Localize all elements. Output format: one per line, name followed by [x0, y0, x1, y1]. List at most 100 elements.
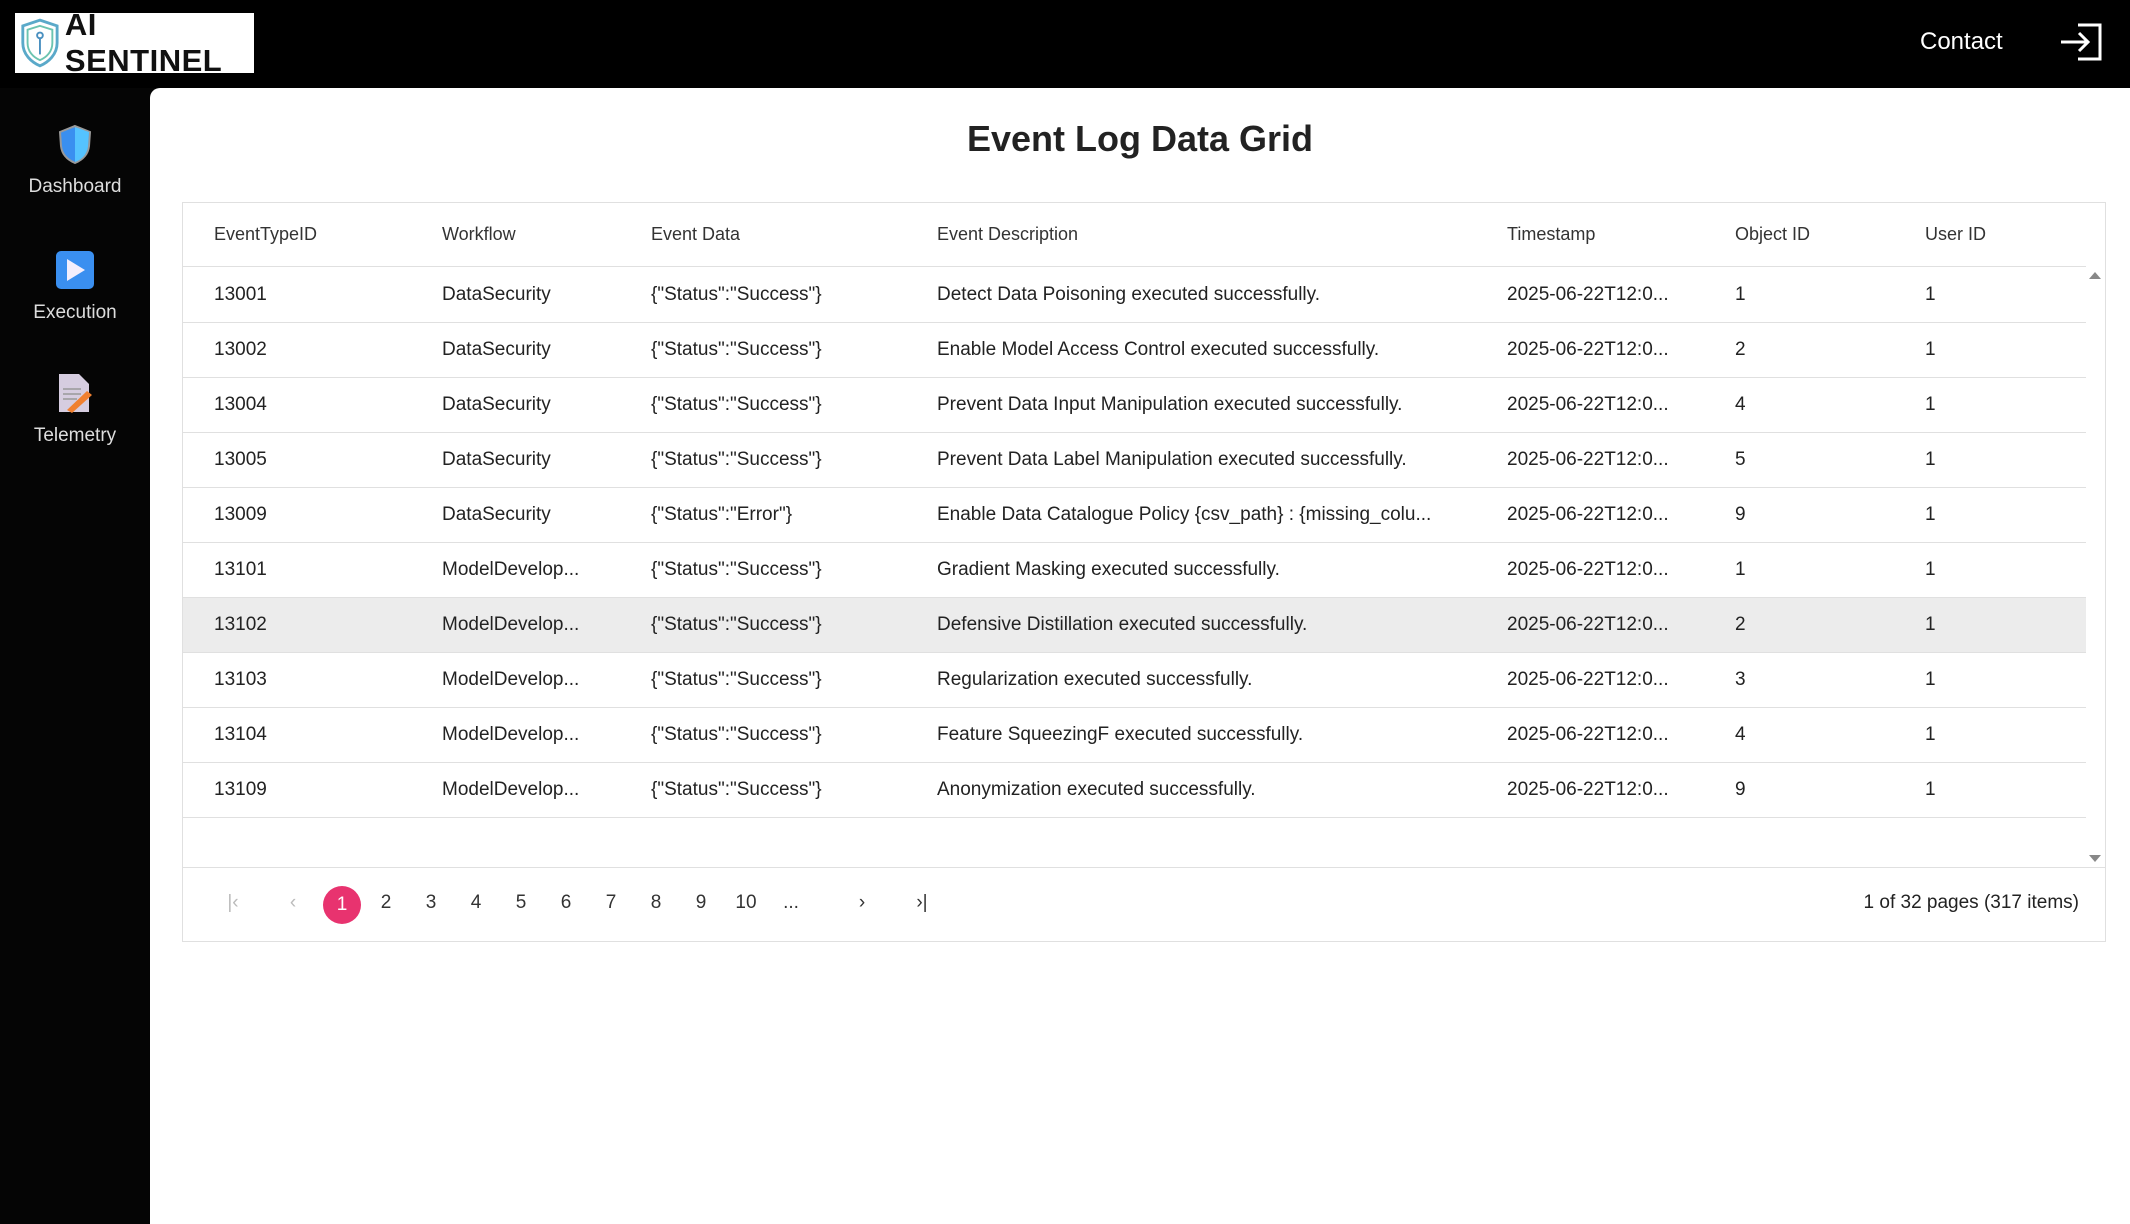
- page-title: Event Log Data Grid: [966, 118, 1314, 159]
- table-cell: 1: [1925, 614, 1936, 635]
- table-cell: Gradient Masking executed successfully.: [937, 559, 1280, 580]
- table-cell: ModelDevelop...: [442, 614, 580, 635]
- column-header-user-id[interactable]: User ID: [1925, 224, 1987, 244]
- sidebar-item-label: Dashboard: [28, 176, 122, 197]
- table-cell: 1: [1925, 339, 1936, 360]
- column-header-event-data[interactable]: Event Data: [651, 224, 741, 244]
- logo-text: AI SENTINEL: [64, 7, 223, 78]
- table-cell: {"Status":"Success"}: [651, 339, 822, 360]
- table-cell: 2025-06-22T12:0...: [1507, 669, 1669, 690]
- table-row[interactable]: 13005 DataSecurity {"Status":"Success"} Pre…: [183, 433, 2086, 488]
- page-button[interactable]: 9: [695, 892, 707, 913]
- table-cell: {"Status":"Success"}: [651, 614, 822, 635]
- shield-icon: [58, 124, 92, 164]
- contact-link[interactable]: Contact: [1920, 28, 2003, 55]
- table-cell: 9: [1735, 504, 1746, 525]
- next-page-button[interactable]: ›: [858, 892, 866, 913]
- page-button[interactable]: 10: [735, 892, 757, 913]
- sidebar-item-dashboard[interactable]: Dashboard: [0, 124, 150, 198]
- table-cell: 13109: [214, 779, 267, 800]
- table-cell: DataSecurity: [442, 284, 551, 305]
- table-cell: 13103: [214, 669, 267, 690]
- table-cell: 2025-06-22T12:0...: [1507, 339, 1669, 360]
- table-row[interactable]: 13104 ModelDevelop... {"Status":"Success"}…: [183, 708, 2086, 763]
- top-bar: AI SENTINEL Contact: [0, 0, 2130, 88]
- table-cell: 2025-06-22T12:0...: [1507, 614, 1669, 635]
- table-cell: Prevent Data Label Manipulation executed…: [937, 449, 1407, 470]
- table-row[interactable]: 13004 DataSecurity {"Status":"Success"} Pre…: [183, 378, 2086, 433]
- page-button[interactable]: 3: [425, 892, 437, 913]
- column-header-object-id[interactable]: Object ID: [1735, 224, 1811, 244]
- sidebar: Dashboard Execution Telemetry: [0, 88, 150, 1224]
- page-button[interactable]: 7: [605, 892, 617, 913]
- table-cell: 1: [1735, 284, 1746, 305]
- last-page-button[interactable]: ›|: [916, 892, 928, 913]
- play-icon: [56, 251, 94, 289]
- table-cell: ModelDevelop...: [442, 724, 580, 745]
- table-cell: 1: [1925, 394, 1936, 415]
- table-cell: 13001: [214, 284, 267, 305]
- table-cell: 2025-06-22T12:0...: [1507, 779, 1669, 800]
- table-cell: 1: [1925, 779, 1936, 800]
- table-cell: 1: [1925, 559, 1936, 580]
- page-button[interactable]: 2: [380, 892, 392, 913]
- column-header-timestamp[interactable]: Timestamp: [1507, 224, 1596, 244]
- table-row[interactable]: 13002 DataSecurity {"Status":"Success"} Ena…: [183, 323, 2086, 378]
- table-cell: 13101: [214, 559, 267, 580]
- login-icon[interactable]: [2058, 22, 2104, 62]
- pager: |‹ ‹ 1 2 3 4 5 6 7 8 9 10... › ›| 1 of 32 pages (…: [183, 867, 2105, 942]
- sidebar-item-label: Execution: [33, 302, 117, 323]
- table-cell: 1: [1925, 504, 1936, 525]
- table-row[interactable]: 13109 ModelDevelop... {"Status":"Success"}…: [183, 763, 2086, 818]
- column-header-event-description[interactable]: Event Description: [937, 224, 1079, 244]
- table-cell: 13002: [214, 339, 267, 360]
- table-cell: {"Status":"Success"}: [651, 559, 822, 580]
- table-cell: 13102: [214, 614, 267, 635]
- table-cell: {"Status":"Success"}: [651, 284, 822, 305]
- table-cell: Enable Data Catalogue Policy {csv_path} …: [937, 504, 1432, 525]
- sidebar-item-telemetry[interactable]: Telemetry: [0, 373, 150, 447]
- column-header-eventtypeid[interactable]: EventTypeID: [214, 224, 318, 244]
- table-row[interactable]: 13009 DataSecurity {"Status":"Error"} Enabl…: [183, 488, 2086, 543]
- table-cell: {"Status":"Success"}: [651, 394, 822, 415]
- table-cell: 2: [1735, 339, 1746, 360]
- main-content: Event Log Data Grid EventTypeID Workflow…: [150, 88, 2130, 1224]
- table-cell: {"Status":"Success"}: [651, 669, 822, 690]
- table-cell: 9: [1735, 779, 1746, 800]
- page-button[interactable]: 8: [650, 892, 662, 913]
- shield-circuit-logo-icon: [21, 18, 59, 68]
- prev-page-button[interactable]: ‹: [289, 892, 297, 913]
- table-cell: DataSecurity: [442, 449, 551, 470]
- logo[interactable]: AI SENTINEL: [15, 7, 254, 78]
- sidebar-item-label: Telemetry: [33, 425, 117, 446]
- table-row[interactable]: 13103 ModelDevelop... {"Status":"Success"}…: [183, 653, 2086, 708]
- sidebar-item-execution[interactable]: Execution: [0, 250, 150, 324]
- table-row[interactable]: 13001 DataSecurity {"Status":"Success"} Det…: [183, 268, 2086, 323]
- table-cell: DataSecurity: [442, 339, 551, 360]
- page-button[interactable]: 6: [560, 892, 572, 913]
- table-cell: Defensive Distillation executed successf…: [937, 614, 1308, 635]
- first-page-button[interactable]: |‹: [227, 892, 239, 913]
- table-cell: 2025-06-22T12:0...: [1507, 559, 1669, 580]
- page-button[interactable]: 1: [323, 886, 361, 924]
- table-row[interactable]: 13101 ModelDevelop... {"Status":"Success"}…: [183, 543, 2086, 598]
- table-row[interactable]: 13102 ModelDevelop... {"Status":"Success"}…: [183, 598, 2086, 653]
- vertical-scrollbar[interactable]: [2085, 267, 2105, 867]
- table-cell: Regularization executed successfully.: [937, 669, 1253, 690]
- table-cell: {"Status":"Success"}: [651, 724, 822, 745]
- table-cell: 1: [1925, 724, 1936, 745]
- page-button[interactable]: 5: [515, 892, 527, 913]
- event-log-grid: EventTypeID Workflow Event Data Event De…: [182, 202, 2106, 942]
- table-cell: Feature SqueezingF executed successfully…: [937, 724, 1304, 745]
- table-cell: 2025-06-22T12:0...: [1507, 504, 1669, 525]
- table-cell: 2025-06-22T12:0...: [1507, 394, 1669, 415]
- table-cell: DataSecurity: [442, 504, 551, 525]
- table-cell: DataSecurity: [442, 394, 551, 415]
- table-cell: {"Status":"Success"}: [651, 779, 822, 800]
- more-pages-button[interactable]: ...: [783, 892, 799, 913]
- table-cell: Prevent Data Input Manipulation executed…: [937, 394, 1403, 415]
- table-cell: 4: [1735, 724, 1746, 745]
- table-cell: 13005: [214, 449, 267, 470]
- page-button[interactable]: 4: [470, 892, 482, 913]
- column-header-workflow[interactable]: Workflow: [442, 224, 516, 244]
